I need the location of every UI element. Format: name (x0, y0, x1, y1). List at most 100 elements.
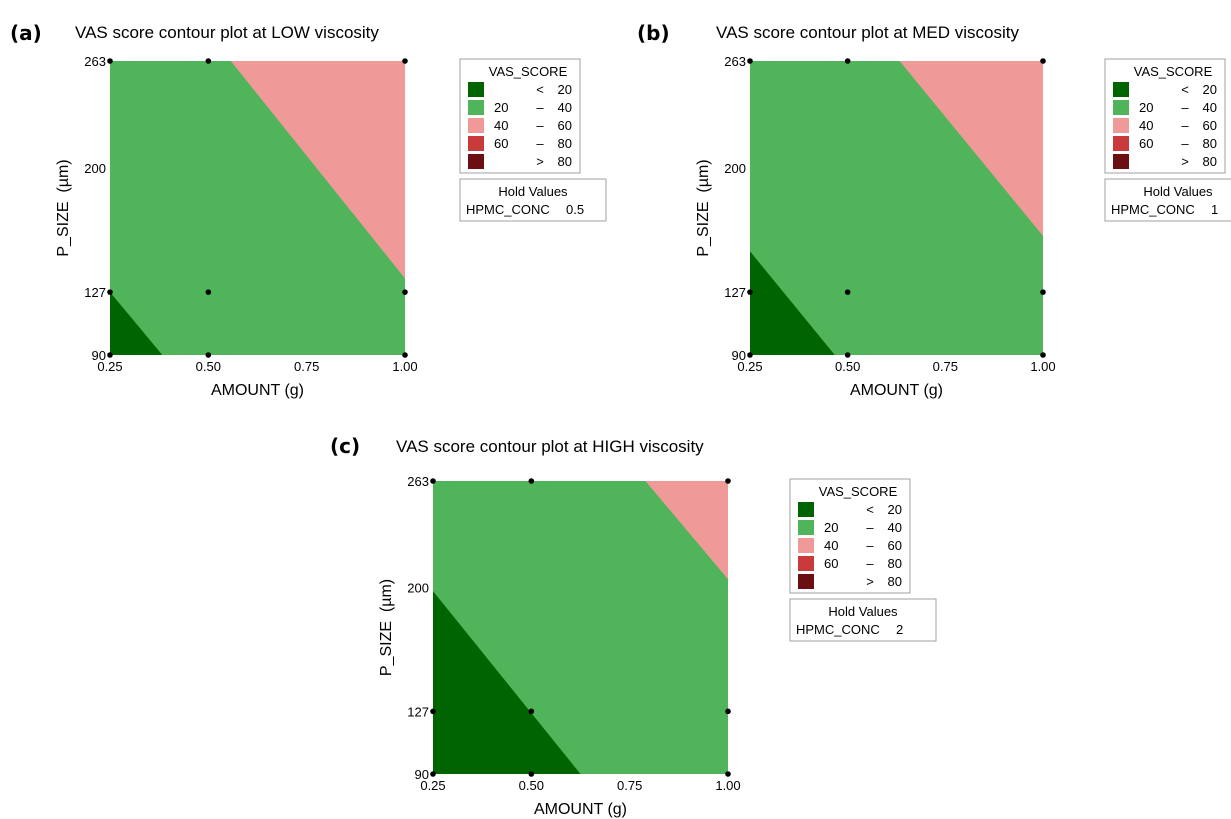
x-tick-label-a: 0.25 (97, 359, 122, 374)
panel-label-a: (a) (10, 21, 42, 45)
design-point-b-2 (1040, 58, 1046, 64)
legend-high-c: 80 (888, 574, 902, 589)
x-tick-label-c: 1.00 (715, 778, 740, 793)
legend-swatch-a-0 (468, 82, 484, 97)
contour-region-below-20-a (110, 292, 163, 355)
legend-high-a: 20 (558, 82, 572, 97)
legend-low-c: 20 (824, 520, 838, 535)
legend-high-a: 40 (558, 100, 572, 115)
legend-high-b: 80 (1203, 136, 1217, 151)
legend-high-c: 40 (888, 520, 902, 535)
legend-swatch-a-3 (468, 136, 484, 151)
y-tick-label-c: 90 (415, 767, 429, 782)
hold-variable-a: HPMC_CONC (466, 202, 550, 217)
hold-values-box-c (789, 598, 937, 642)
x-tick-label-a: 1.00 (392, 359, 417, 374)
design-point-a-1 (205, 58, 212, 64)
design-point-a-3 (107, 289, 113, 295)
design-point-b-1 (844, 58, 851, 64)
contour-region-below-20-c (433, 591, 581, 774)
design-point-b-5 (1040, 289, 1046, 295)
x-tick-label-c: 0.25 (420, 778, 445, 793)
design-point-a-0 (107, 58, 113, 64)
hold-value-b: 1 (1211, 202, 1218, 217)
design-point-c-6 (430, 771, 436, 777)
hold-variable-c: HPMC_CONC (796, 622, 880, 637)
design-point-b-6 (747, 352, 753, 358)
y-axis-title-c: P_SIZE (µm) (378, 579, 395, 676)
contour-region-40-60-c (645, 481, 728, 580)
legend-high-c: 80 (888, 556, 902, 571)
design-point-c-8 (725, 771, 731, 777)
design-point-a-2 (402, 58, 408, 64)
y-axis-title-a: P_SIZE (µm) (55, 159, 72, 256)
x-tick-label-b: 0.50 (835, 359, 860, 374)
legend-sep-c: < (866, 502, 874, 517)
design-point-b-0 (747, 58, 753, 64)
legend-high-b: 20 (1203, 82, 1217, 97)
design-point-a-7 (205, 352, 212, 358)
legend-low-a: 20 (494, 100, 508, 115)
x-tick-label-b: 0.25 (737, 359, 762, 374)
panel-label-b: (b) (637, 21, 670, 45)
legend-sep-b: – (1181, 136, 1189, 151)
y-tick-label-b: 90 (732, 348, 746, 363)
contour-region-40-60-a (230, 61, 405, 279)
legend-swatch-c-3 (798, 556, 814, 571)
legend-sep-a: – (536, 136, 544, 151)
panel-label-c: (c) (330, 434, 360, 458)
y-tick-label-a: 127 (84, 285, 106, 300)
legend-swatch-b-0 (1113, 82, 1129, 97)
y-tick-label-b: 127 (724, 285, 746, 300)
x-axis-title-a: AMOUNT (g) (211, 382, 304, 399)
legend-sep-b: < (1181, 82, 1189, 97)
legend-low-a: 40 (494, 118, 508, 133)
chart-title-b: VAS score contour plot at MED viscosity (716, 23, 1019, 42)
design-point-b-8 (1040, 352, 1046, 358)
legend-swatch-a-4 (468, 154, 484, 169)
contour-panel-a: (a) VAS score contour plot at LOW viscosi… (0, 0, 615, 410)
legend-swatch-a-1 (468, 100, 484, 115)
legend-sep-c: > (866, 574, 874, 589)
contour-panel-b: (b) VAS score contour plot at MED viscosi… (615, 0, 1231, 410)
legend-swatch-c-0 (798, 502, 814, 517)
chart-title-c: VAS score contour plot at HIGH viscosity (396, 437, 704, 456)
y-tick-label-c: 263 (407, 474, 429, 489)
chart-title-a: VAS score contour plot at LOW viscosity (75, 23, 379, 42)
legend-title-a: VAS_SCORE (489, 64, 568, 79)
legend-high-b: 80 (1203, 154, 1217, 169)
legend-high-a: 80 (558, 154, 572, 169)
legend-swatch-c-1 (798, 520, 814, 535)
y-tick-label-c: 200 (407, 581, 429, 596)
legend-high-c: 60 (888, 538, 902, 553)
y-tick-label-b: 200 (724, 161, 746, 176)
legend-sep-c: – (866, 520, 874, 535)
y-tick-label-a: 263 (84, 54, 106, 69)
x-tick-label-b: 1.00 (1030, 359, 1055, 374)
design-point-b-3 (747, 289, 753, 295)
legend-swatch-b-2 (1113, 118, 1129, 133)
hold-value-c: 2 (896, 622, 903, 637)
legend-swatch-c-2 (798, 538, 814, 553)
y-tick-label-c: 127 (407, 704, 429, 719)
y-axis-title-b: P_SIZE (µm) (695, 159, 712, 256)
design-point-b-7 (844, 352, 851, 358)
design-point-c-5 (725, 708, 731, 715)
hold-values-title-b: Hold Values (1143, 184, 1213, 199)
legend-low-a: 60 (494, 136, 508, 151)
design-point-a-5 (402, 289, 408, 295)
legend-low-c: 40 (824, 538, 838, 553)
legend-title-c: VAS_SCORE (819, 484, 898, 499)
contour-chart-a: (a) VAS score contour plot at LOW viscosi… (10, 21, 607, 399)
x-tick-label-a: 0.75 (294, 359, 319, 374)
hold-values-box-b (1104, 178, 1231, 222)
x-axis-title-c: AMOUNT (g) (534, 801, 627, 818)
x-tick-label-c: 0.75 (617, 778, 642, 793)
contour-chart-b: (b) VAS score contour plot at MED viscosi… (637, 21, 1231, 399)
design-point-c-0 (430, 478, 436, 484)
legend-sep-c: – (866, 556, 874, 571)
legend-sep-c: – (866, 538, 874, 553)
hold-values-title-c: Hold Values (828, 604, 898, 619)
design-point-a-6 (107, 352, 113, 358)
hold-values-title-a: Hold Values (498, 184, 568, 199)
